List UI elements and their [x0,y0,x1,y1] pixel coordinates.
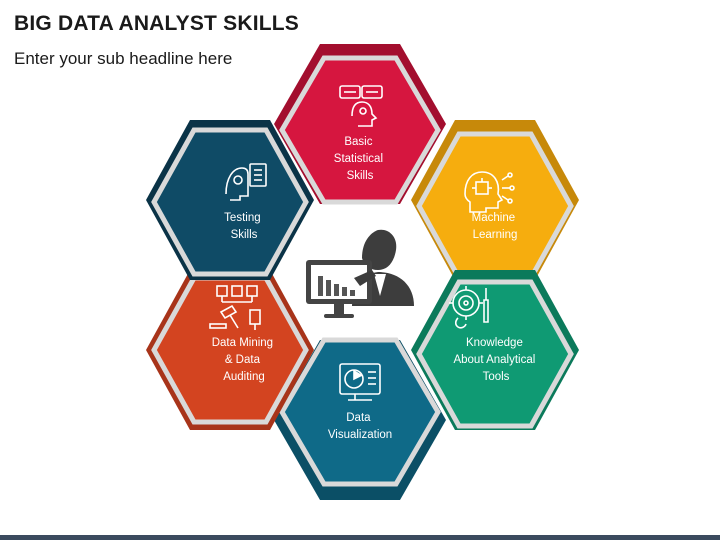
analyst-presenting-chart-icon [306,229,414,318]
hex-basic-statistical-skills[interactable] [274,44,446,205]
skill-label-data-mining: Data Mining & Data Auditing [212,337,277,383]
statistics-head-icon [339,85,383,127]
skill-label-machine-learning: Machine Learning [472,212,519,241]
hex-machine-learning[interactable] [411,120,579,281]
page-subtitle: Enter your sub headline here [14,49,233,68]
hex-data-visualization[interactable] [274,337,446,500]
skill-label-knowledge: Knowledge About Analytical Tools [453,337,538,383]
test-checklist-icon [225,163,267,201]
pie-chart-monitor-icon [339,363,381,401]
skill-label-data-visualization: Data Visualization [328,412,392,441]
analytics-gear-icon [449,286,489,329]
hex-knowledge-analytical-tools[interactable] [411,270,579,430]
ai-brain-icon [464,171,515,213]
footer-bar [0,535,720,540]
skill-label-testing: Testing Skills [224,212,264,241]
hex-data-mining-auditing[interactable] [146,270,314,430]
data-mining-icon [209,285,261,330]
page-title: BIG DATA ANALYST SKILLS [14,12,299,35]
skill-label-basic: Basic Statistical Skills [334,136,386,182]
